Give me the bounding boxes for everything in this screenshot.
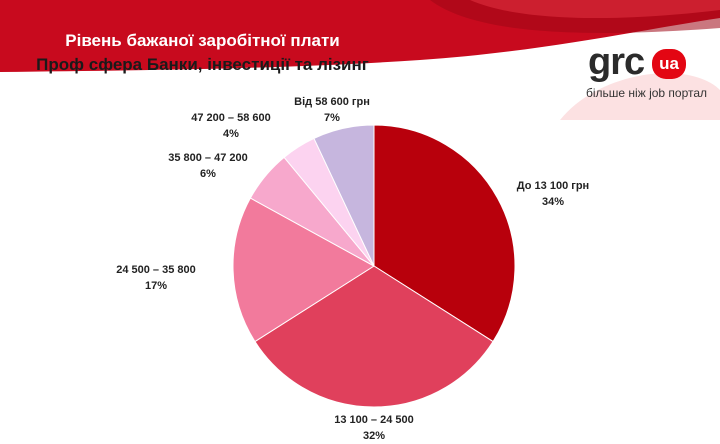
pie-slice: [232, 197, 375, 343]
slice-range-label: 47 200 – 58 600: [191, 112, 271, 124]
slice-percent-label: 4%: [223, 128, 239, 140]
slice-percent-label: 6%: [200, 168, 216, 180]
slice-range-label: Від 58 600 грн: [294, 96, 370, 108]
pie-slice: [254, 265, 494, 408]
header-banner: [0, 0, 720, 120]
slice-label: До 13 100 грн 34%: [517, 178, 589, 210]
banner-swirl: [560, 73, 720, 120]
pie-slice: [313, 124, 375, 267]
slice-percent-label: 32%: [362, 430, 386, 442]
slice-range-label: До 13 100 грн: [516, 180, 590, 192]
slice-range-label: 24 500 – 35 800: [116, 264, 196, 276]
slice-label: 47 200 – 58 600 4%: [191, 110, 271, 142]
slice-label: 13 100 – 24 500 32%: [334, 412, 414, 444]
slice-label: 24 500 – 35 800 17%: [116, 262, 196, 294]
grc-logo[interactable]: grc ua більше ніж job портал: [566, 40, 708, 110]
chart-subtitle: Проф сфера Банки, інвестиції та лізинг: [36, 55, 369, 74]
slice-range-label: 13 100 – 24 500: [334, 414, 414, 426]
slice-label: 35 800 – 47 200 6%: [168, 150, 248, 182]
slice-percent-label: 17%: [144, 280, 168, 292]
logo-badge: ua: [652, 49, 686, 79]
logo-wordmark: grc: [588, 41, 645, 83]
slice-percent-label: 7%: [324, 112, 340, 124]
banner-wave-dark: [430, 0, 720, 33]
slice-percent-label: 34%: [541, 196, 565, 208]
banner-wave-light: [470, 0, 720, 19]
chart-title: Рівень бажаної заробітної плати: [65, 31, 340, 50]
slice-range-label: 35 800 – 47 200: [168, 152, 248, 164]
pie-slice: [373, 124, 516, 343]
logo-tagline: більше ніж job портал: [586, 86, 708, 100]
slice-label: Від 58 600 грн 7%: [294, 94, 370, 126]
